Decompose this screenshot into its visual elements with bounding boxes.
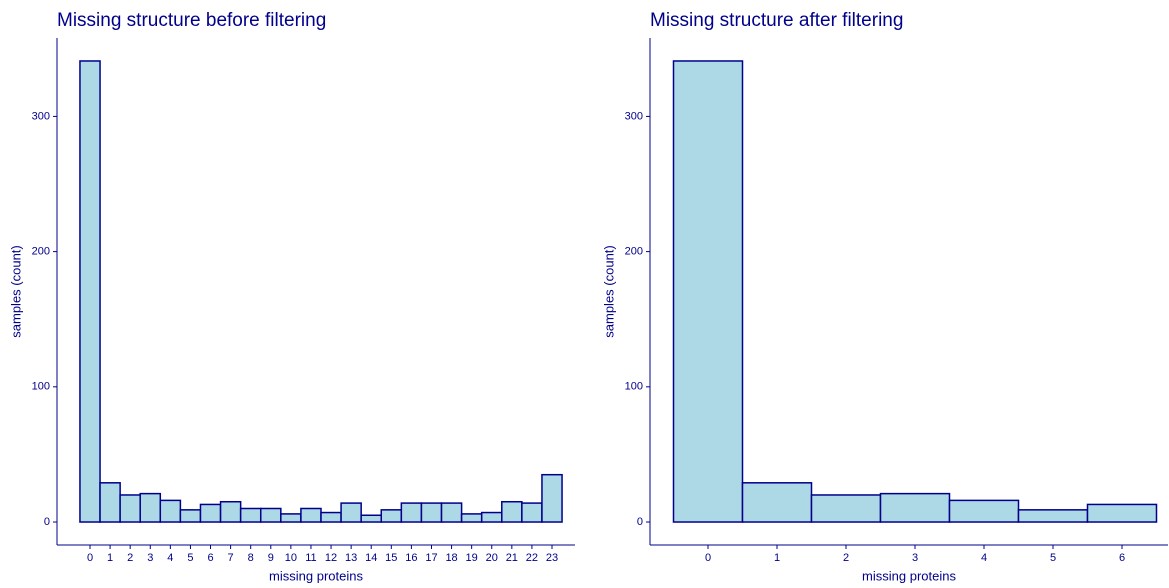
bar — [672, 60, 744, 523]
y-tick-label: 300 — [32, 110, 50, 122]
bar — [179, 509, 202, 523]
bar — [119, 494, 141, 523]
bar — [400, 502, 423, 523]
x-tick-label: 11 — [305, 552, 316, 564]
bar — [219, 500, 242, 523]
bar — [460, 513, 483, 523]
x-tick-label: 6 — [207, 552, 213, 564]
bar — [99, 482, 121, 523]
x-tick-label: 4 — [981, 552, 987, 564]
x-tick-label: 8 — [248, 552, 254, 564]
x-tick-label: 7 — [228, 552, 234, 564]
bar — [1086, 503, 1158, 523]
x-axis-label: missing proteins — [862, 568, 956, 583]
x-tick-label: 0 — [705, 552, 711, 564]
bar — [501, 500, 523, 523]
x-tick-label: 9 — [268, 552, 274, 564]
x-tick-label: 19 — [466, 552, 478, 564]
bar — [259, 507, 282, 523]
x-tick-label: 22 — [526, 552, 538, 564]
bar — [521, 502, 543, 523]
x-tick-label: 2 — [843, 552, 849, 564]
bar — [139, 492, 162, 523]
y-axis-label: samples (count) — [601, 245, 616, 337]
x-tick-label: 14 — [365, 552, 377, 564]
bar — [340, 502, 362, 523]
x-tick-label: 5 — [187, 552, 193, 564]
bar — [380, 509, 403, 523]
bar — [810, 494, 882, 523]
x-tick-label: 21 — [506, 552, 518, 564]
chart-title: Missing structure before filtering — [57, 10, 326, 31]
bar — [79, 60, 101, 523]
x-tick-label: 18 — [445, 552, 457, 564]
x-tick-label: 5 — [1050, 552, 1056, 564]
x-tick-label: 1 — [774, 552, 780, 564]
chart-title: Missing structure after filtering — [650, 10, 903, 31]
bar — [541, 473, 563, 523]
x-tick-label: 0 — [87, 552, 93, 564]
x-tick-label: 23 — [546, 552, 558, 564]
x-tick-label: 17 — [425, 552, 437, 564]
bar — [948, 499, 1020, 523]
y-tick-label: 200 — [32, 246, 50, 258]
bar — [420, 502, 443, 523]
y-axis-label: samples (count) — [8, 245, 23, 337]
x-tick-label: 2 — [127, 552, 133, 564]
bar — [480, 511, 503, 523]
y-tick-label: 100 — [625, 381, 643, 393]
x-tick-label: 12 — [325, 552, 337, 564]
bar — [741, 482, 813, 523]
y-tick-label: 0 — [637, 516, 643, 528]
x-tick-label: 3 — [912, 552, 918, 564]
bar — [159, 499, 182, 523]
bar — [360, 514, 383, 523]
x-tick-label: 4 — [167, 552, 173, 564]
x-tick-label: 16 — [405, 552, 417, 564]
x-tick-label: 1 — [107, 552, 113, 564]
x-tick-label: 6 — [1119, 552, 1125, 564]
x-tick-label: 20 — [486, 552, 498, 564]
x-tick-label: 3 — [147, 552, 153, 564]
y-tick-label: 300 — [625, 110, 643, 122]
x-tick-label: 13 — [345, 552, 357, 564]
bar — [239, 507, 262, 523]
bar — [199, 503, 222, 523]
x-tick-label: 10 — [285, 552, 297, 564]
x-tick-label: 15 — [385, 552, 397, 564]
y-tick-label: 0 — [44, 516, 50, 528]
bar — [280, 513, 302, 523]
y-tick-label: 100 — [32, 381, 50, 393]
bar — [1017, 509, 1089, 523]
bar — [879, 492, 951, 523]
bar — [320, 511, 342, 523]
bar — [440, 502, 463, 523]
y-tick-label: 200 — [625, 246, 643, 258]
bar — [300, 507, 322, 523]
x-axis-label: missing proteins — [269, 568, 363, 583]
